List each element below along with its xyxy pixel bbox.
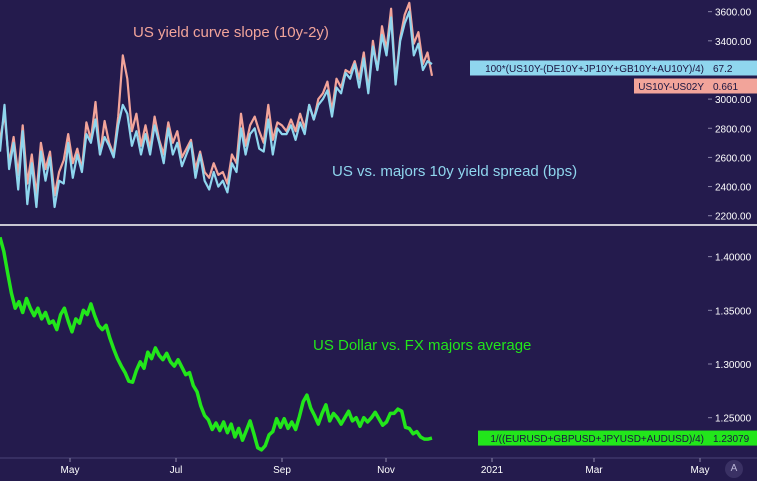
time-tick-label: Mar xyxy=(585,465,603,476)
last-label-yield-spread-value-box xyxy=(708,60,757,76)
top-price-tick-label: 3000.00 xyxy=(715,95,752,106)
top-price-tick-label: 2800.00 xyxy=(715,124,752,135)
last-label-usd-majors: 1/((EURUSD+GBPUSD+JPYUSD+AUDUSD)/4) 1.230… xyxy=(478,430,757,446)
last-label-yield-spread: 100*(US10Y-(DE10Y+JP10Y+GB10Y+AU10Y)/4) 6… xyxy=(470,60,757,76)
series-line-yield-spread xyxy=(0,10,433,209)
bottom-series-group xyxy=(0,236,433,452)
top-price-tick-label: 2400.00 xyxy=(715,183,752,194)
time-tick-label: Sep xyxy=(273,465,291,476)
top-series-group xyxy=(0,1,434,209)
last-label-yield-spread-value: 67.2 xyxy=(713,64,733,75)
last-label-usd-majors-name-box xyxy=(478,430,708,446)
time-tick-label: 2021 xyxy=(481,465,504,476)
last-label-us10y-us02y-name-box xyxy=(634,78,708,94)
series-line-us10y-us02y xyxy=(0,1,434,197)
time-tick-label: Nov xyxy=(377,465,395,476)
last-label-us10y-us02y: US10Y-US02Y 0.661 xyxy=(634,78,757,94)
annotation-yield-curve-slope: US yield curve slope (10y-2y) xyxy=(133,24,329,41)
last-label-usd-majors-value-box xyxy=(708,430,757,446)
bottom-price-axis: 1.25000 1.30000 1.35000 1.40000 xyxy=(708,253,752,425)
last-label-us10y-us02y-name: US10Y-US02Y xyxy=(638,82,704,93)
last-label-us10y-us02y-value-box xyxy=(708,78,757,94)
last-label-us10y-us02y-value: 0.661 xyxy=(713,82,738,93)
time-tick-label: Jul xyxy=(170,465,183,476)
auto-scale-button[interactable]: A xyxy=(725,460,743,478)
top-price-tick-label: 3400.00 xyxy=(715,37,752,48)
annotation-yield-spread: US vs. majors 10y yield spread (bps) xyxy=(332,163,577,180)
top-price-tick-label: 3600.00 xyxy=(715,8,752,19)
bottom-price-tick-label: 1.40000 xyxy=(715,253,752,264)
auto-scale-label: A xyxy=(730,463,738,474)
time-axis: May Jul Sep Nov 2021 Mar May xyxy=(61,458,710,476)
time-tick-label: May xyxy=(691,465,710,476)
annotation-usd-majors: US Dollar vs. FX majors average xyxy=(313,337,531,354)
top-price-tick-label: 2600.00 xyxy=(715,153,752,164)
last-label-yield-spread-name: 100*(US10Y-(DE10Y+JP10Y+GB10Y+AU10Y)/4) xyxy=(485,64,704,75)
last-label-yield-spread-name-box xyxy=(470,60,708,76)
time-tick-label: May xyxy=(61,465,80,476)
series-line-usd-majors xyxy=(0,236,433,452)
bottom-price-tick-label: 1.25000 xyxy=(715,414,752,425)
last-label-usd-majors-name: 1/((EURUSD+GBPUSD+JPYUSD+AUDUSD)/4) xyxy=(490,434,704,445)
bottom-price-tick-label: 1.35000 xyxy=(715,306,752,317)
last-label-usd-majors-value: 1.23079 xyxy=(713,434,750,445)
top-price-tick-label: 2200.00 xyxy=(715,212,752,223)
bottom-price-tick-label: 1.30000 xyxy=(715,360,752,371)
